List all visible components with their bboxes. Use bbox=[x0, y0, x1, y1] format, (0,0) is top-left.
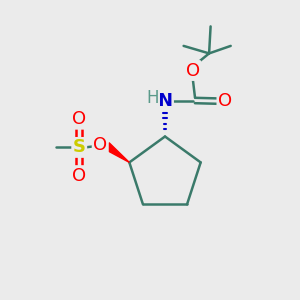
Text: O: O bbox=[72, 110, 86, 128]
Text: O: O bbox=[93, 136, 107, 154]
Text: O: O bbox=[185, 61, 200, 80]
Text: O: O bbox=[218, 92, 232, 110]
Text: N: N bbox=[158, 92, 172, 110]
Text: H: H bbox=[146, 89, 159, 107]
Text: O: O bbox=[72, 167, 86, 184]
Text: S: S bbox=[73, 138, 86, 156]
Polygon shape bbox=[104, 143, 129, 162]
